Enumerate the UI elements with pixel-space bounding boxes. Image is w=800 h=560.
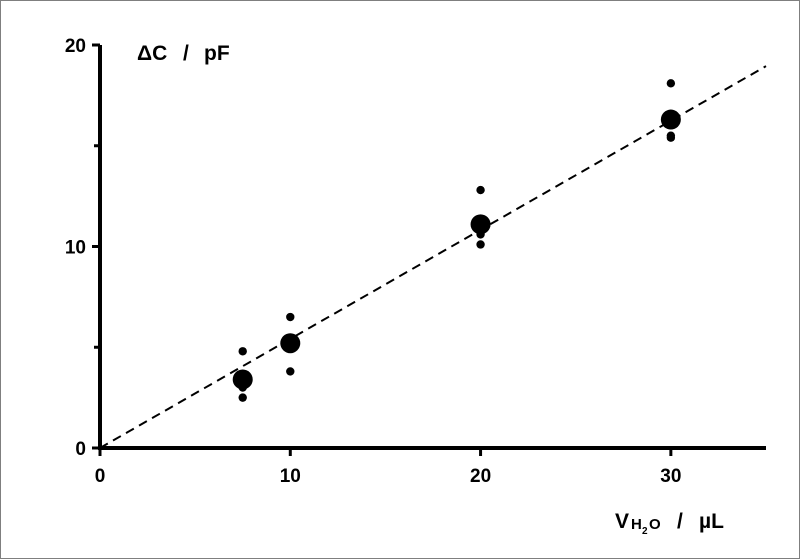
y-axis-label-unit: pF xyxy=(204,42,230,65)
fit-line-group xyxy=(99,65,767,449)
individual-point xyxy=(476,185,485,195)
individual-point xyxy=(666,79,676,88)
x-axis-label-sep: / xyxy=(677,510,683,533)
x-tick-label: 0 xyxy=(95,466,106,487)
y-tick-label: 0 xyxy=(75,439,86,460)
x-axis-label-unit: µL xyxy=(699,510,724,533)
axes: 0 10 20 0 10 20 30 xyxy=(65,36,766,487)
mean-point xyxy=(232,369,253,390)
individual-point xyxy=(666,133,676,142)
x-tick-label: 20 xyxy=(470,466,491,487)
mean-point xyxy=(470,214,491,235)
mean-point xyxy=(280,333,301,354)
x-tick-label: 30 xyxy=(660,466,681,487)
axis-labels: ΔC / pF V H 2 O / µL xyxy=(137,42,724,537)
mean-point xyxy=(660,109,681,130)
x-axis-label-sub-2: 2 xyxy=(642,526,648,537)
fit-line xyxy=(99,65,767,449)
individual-point xyxy=(286,367,295,376)
x-axis-label-main: V xyxy=(615,510,629,533)
individual-point xyxy=(238,347,247,356)
x-tick-label: 10 xyxy=(280,466,301,487)
individual-point xyxy=(476,240,485,249)
x-axis-label-sub-o: O xyxy=(649,516,661,533)
y-tick-label: 20 xyxy=(65,36,86,57)
data-points xyxy=(232,79,681,402)
y-axis-label-sep: / xyxy=(183,42,189,65)
y-axis-label-main: ΔC xyxy=(137,42,167,65)
x-axis-label-sub-h: H xyxy=(631,516,642,533)
individual-point xyxy=(286,312,295,322)
y-tick-label: 10 xyxy=(65,238,86,259)
individual-point xyxy=(238,393,247,402)
